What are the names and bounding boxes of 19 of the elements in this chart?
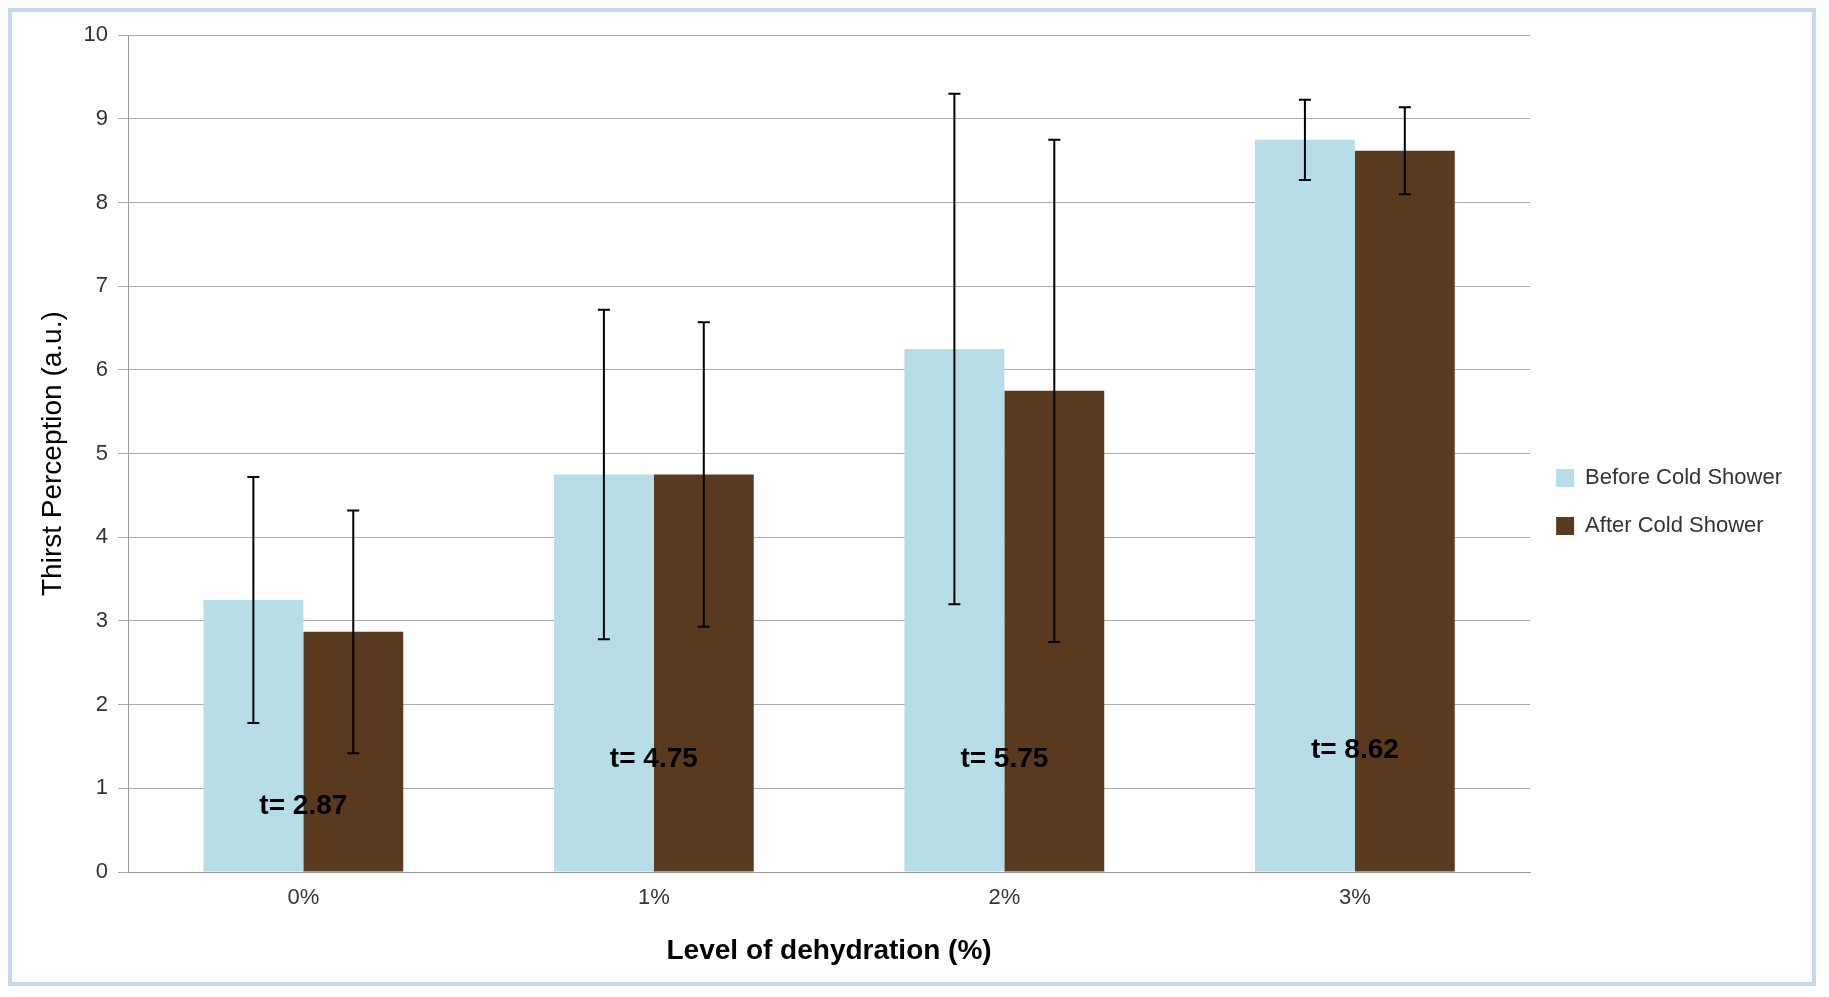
x-axis-title: Level of dehydration (%)	[666, 933, 992, 965]
y-tick-label: 8	[95, 188, 109, 214]
y-tick-label: 4	[95, 523, 109, 549]
y-tick-label: 1	[95, 774, 109, 800]
y-tick-label: 5	[95, 439, 109, 465]
y-axis-title: Thirst Perception (a.u.)	[35, 311, 67, 596]
x-tick-label: 0%	[287, 884, 320, 910]
y-tick-label: 9	[95, 104, 109, 130]
y-tick-label: 10	[83, 21, 109, 47]
legend-label: After Cold Shower	[1585, 512, 1764, 538]
y-tick-label: 6	[95, 355, 109, 381]
x-tick-label: 1%	[637, 884, 670, 910]
y-tick-label: 7	[95, 272, 109, 298]
legend-label: Before Cold Shower	[1585, 464, 1783, 490]
y-tick-label: 2	[95, 690, 109, 716]
x-tick-label: 2%	[988, 884, 1021, 910]
y-tick-label: 3	[95, 607, 109, 633]
y-tick-label: 0	[95, 858, 109, 884]
x-tick-label: 3%	[1338, 884, 1371, 910]
